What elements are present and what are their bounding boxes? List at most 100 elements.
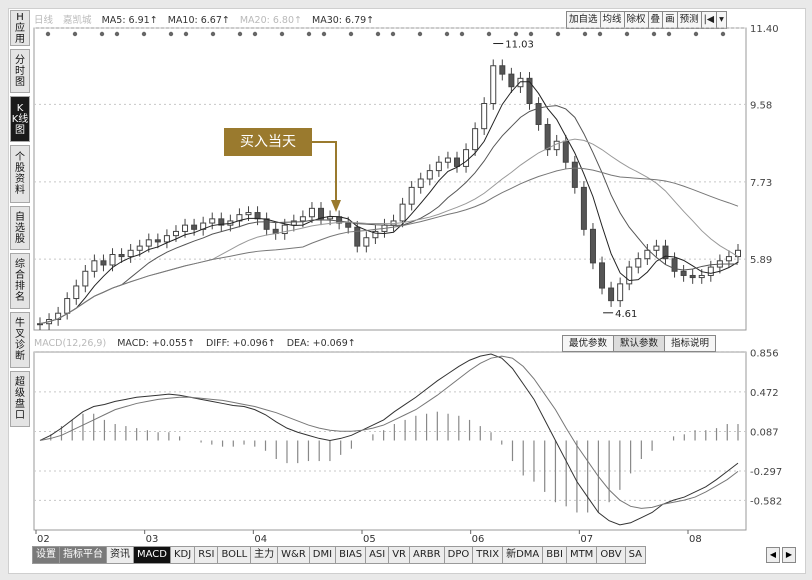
candle-body (535, 103, 542, 125)
candle-body (544, 123, 551, 151)
candle-body (109, 254, 116, 266)
sidebar-item-label: 牛叉诊断 (15, 318, 25, 362)
dea-value: DEA: +0.069↑ (286, 338, 356, 349)
candle-body (263, 218, 270, 230)
tab-sa[interactable]: SA (625, 546, 646, 564)
tab-dpo[interactable]: DPO (444, 546, 474, 564)
scroll-left-icon[interactable]: ◀ (766, 547, 780, 563)
tab-rsi[interactable]: RSI (195, 546, 219, 564)
apps-icon: H (16, 11, 24, 23)
kline-header: 日线 嘉凯城 MA5: 6.91↑ MA10: 6.67↑ MA20: 6.80… (34, 12, 381, 26)
candle-body (308, 207, 315, 218)
candle-body (735, 249, 741, 258)
tab-[interactable]: 指标平台 (60, 546, 107, 564)
candle-body (463, 149, 470, 167)
ma10-line (39, 105, 738, 325)
tab-mtm[interactable]: MTM (566, 546, 598, 564)
tab-bbi[interactable]: BBI (543, 546, 567, 564)
event-marker (141, 31, 147, 37)
tab-kdj[interactable]: KDJ (170, 546, 196, 564)
candle-body (481, 103, 488, 130)
candle-body (662, 245, 669, 260)
tab-trix[interactable]: TRIX (473, 546, 504, 564)
candle-body (698, 274, 705, 279)
candle-body (562, 140, 569, 163)
ma5-value: MA5: 6.91↑ (101, 15, 158, 26)
default-params-button[interactable]: 默认参数 (614, 335, 666, 352)
event-marker (444, 31, 450, 37)
macd-name: MACD(12,26,9) (34, 338, 107, 349)
tab-[interactable]: 资讯 (107, 546, 134, 564)
tab-wr[interactable]: W&R (278, 546, 310, 564)
diff-value: DIFF: +0.096↑ (206, 338, 276, 349)
sidebar-item-stock-info[interactable]: 个股资料 (10, 145, 30, 203)
sidebar-item-label: K线图 (11, 113, 29, 136)
candle-body (55, 312, 62, 321)
candle-body (453, 157, 460, 167)
event-marker (528, 31, 534, 37)
tab-macd[interactable]: MACD (134, 546, 171, 564)
candle-body (345, 222, 352, 228)
candle-body (64, 298, 71, 314)
indicator-tabs: 设置 指标平台 资讯 MACD KDJ RSI BOLL 主力 W&R DMI BIAS ASI VR A… (32, 546, 646, 564)
x-tick-label: 06 (472, 534, 485, 545)
period-label: 日线 (34, 15, 54, 26)
candle-body (281, 224, 288, 235)
macd-tick-label: 0.472 (750, 388, 779, 399)
event-marker (45, 31, 51, 37)
tab-dma[interactable]: 新DMA (503, 546, 544, 564)
indicator-help-button[interactable]: 指标说明 (665, 335, 717, 352)
sidebar-item-diagnosis[interactable]: 牛叉诊断 (10, 312, 30, 368)
event-marker (279, 31, 285, 37)
event-marker (114, 31, 120, 37)
candle-body (399, 203, 406, 222)
event-marker (183, 31, 189, 37)
tab-[interactable]: 主力 (251, 546, 279, 564)
chart-frame (8, 8, 806, 574)
callout-arrow (312, 141, 337, 205)
event-marker (237, 31, 243, 37)
event-marker (693, 31, 699, 37)
sidebar-item-kline[interactable]: K K线图 (10, 96, 30, 142)
tab-vr[interactable]: VR (389, 546, 411, 564)
candle-body (163, 235, 170, 243)
price-tick-label: 11.40 (750, 24, 779, 35)
sidebar-item-timeshare[interactable]: 分时图 (10, 49, 30, 93)
sidebar-item-order-book[interactable]: 超级盘口 (10, 371, 30, 427)
macd-param-buttons: 最优参数 默认参数 指标说明 (562, 335, 717, 352)
ma30-line (39, 167, 739, 325)
candle-body (354, 226, 361, 247)
event-marker (555, 31, 561, 37)
callout-arrowhead (331, 200, 341, 212)
x-tick-label: 07 (580, 534, 593, 545)
sidebar-item-watchlist[interactable]: 自选股 (10, 206, 30, 250)
candle-body (680, 270, 687, 276)
tab-obv[interactable]: OBV (597, 546, 626, 564)
candle-body (145, 239, 152, 247)
sidebar-item-ranking[interactable]: 综合排名 (10, 253, 30, 309)
scroll-right-icon[interactable]: ▶ (782, 547, 796, 563)
sidebar-item-apps[interactable]: H 应用 (10, 10, 30, 46)
best-params-button[interactable]: 最优参数 (562, 335, 615, 352)
candle-body (499, 65, 506, 75)
candle-body (435, 161, 442, 172)
event-marker (624, 31, 630, 37)
sidebar-item-label: 分时图 (15, 54, 25, 88)
tab-asi[interactable]: ASI (366, 546, 390, 564)
candle-body (426, 170, 433, 180)
candle-body (154, 239, 161, 243)
event-marker (597, 31, 603, 37)
candle-body (191, 224, 198, 230)
tab-dmi[interactable]: DMI (309, 546, 337, 564)
tab-[interactable]: 设置 (32, 546, 60, 564)
tab-bias[interactable]: BIAS (336, 546, 367, 564)
ma10-value: MA10: 6.67↑ (167, 15, 230, 26)
event-marker (306, 31, 312, 37)
tab-arbr[interactable]: ARBR (410, 546, 445, 564)
event-marker (390, 31, 396, 37)
event-marker (459, 31, 465, 37)
candle-body (254, 212, 261, 220)
candle-body (299, 216, 306, 222)
tab-boll[interactable]: BOLL (218, 546, 252, 564)
